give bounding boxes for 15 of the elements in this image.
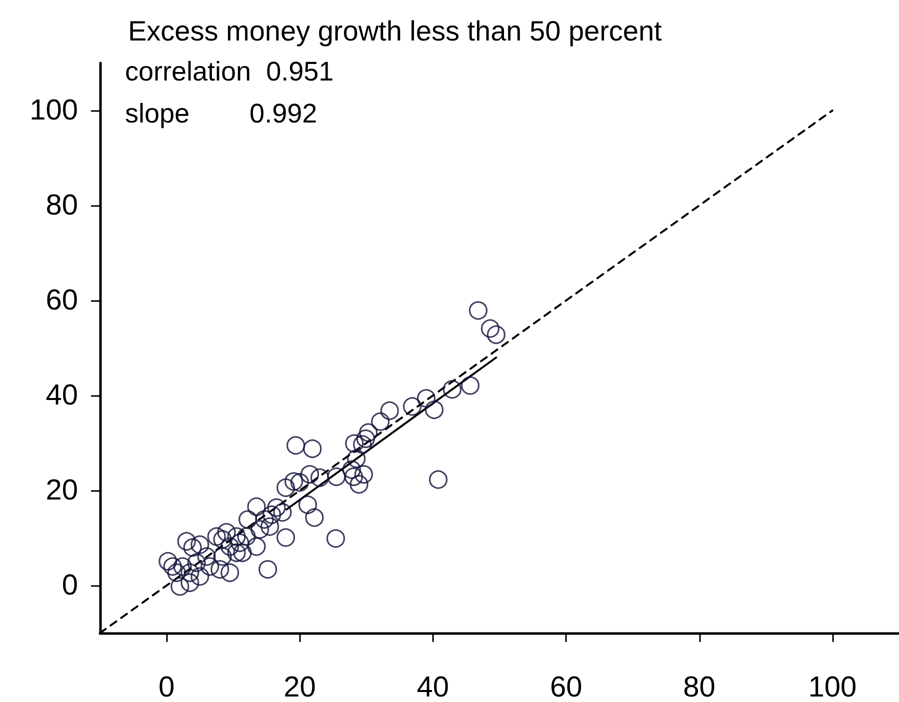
x-tick-label: 20 xyxy=(284,672,316,702)
x-tick-label: 100 xyxy=(808,672,857,702)
x-tick-label: 40 xyxy=(416,672,450,702)
x-tick-label: 0 xyxy=(158,672,175,702)
y-tick-label: 40 xyxy=(46,380,78,412)
y-tick-label: 20 xyxy=(46,474,78,506)
y-tick-label: 0 xyxy=(62,570,78,602)
annotation: correlation 0.951 xyxy=(125,56,334,86)
y-tick-label: 80 xyxy=(46,190,78,222)
annotation: slope 0.992 xyxy=(125,98,318,128)
x-tick-label: 60 xyxy=(550,672,582,702)
y-tick-label: 60 xyxy=(46,284,78,316)
x-tick-label: 80 xyxy=(683,672,716,702)
chart-title: Excess money growth less than 50 percent xyxy=(128,16,662,46)
y-tick-label: 100 xyxy=(30,94,78,126)
